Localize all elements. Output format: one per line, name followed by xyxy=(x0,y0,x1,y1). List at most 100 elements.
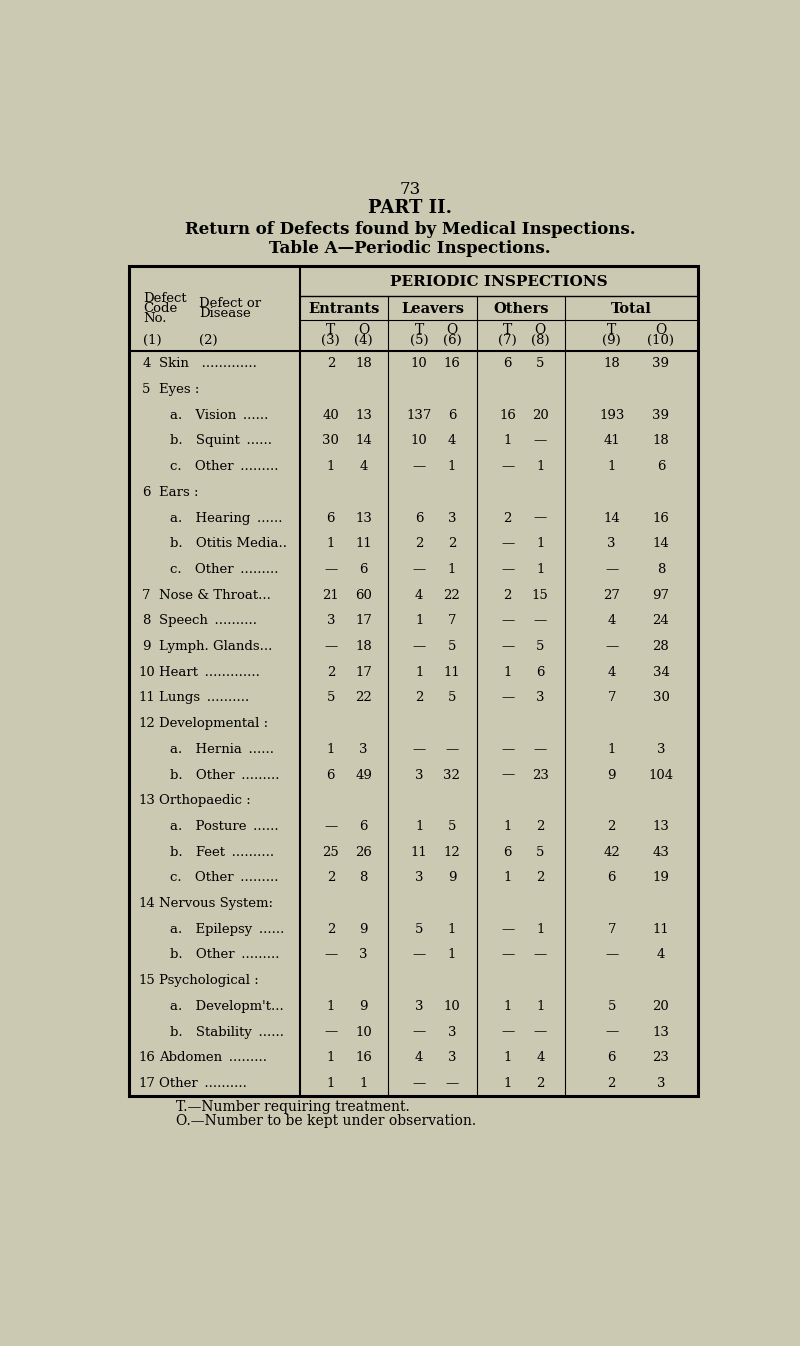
Text: —: — xyxy=(413,949,426,961)
Text: c. Other .........: c. Other ......... xyxy=(170,563,278,576)
Text: —: — xyxy=(413,1077,426,1090)
Text: 21: 21 xyxy=(322,588,339,602)
Text: Nose & Throat...: Nose & Throat... xyxy=(159,588,270,602)
Text: 3: 3 xyxy=(448,1051,456,1065)
Text: 34: 34 xyxy=(653,666,670,678)
Text: —: — xyxy=(501,460,514,472)
Text: b. Otitis Media..: b. Otitis Media.. xyxy=(170,537,286,551)
Text: Developmental :: Developmental : xyxy=(159,717,268,730)
Text: Disease: Disease xyxy=(199,307,251,320)
Text: b. Other .........: b. Other ......... xyxy=(170,949,279,961)
Text: 1: 1 xyxy=(448,949,456,961)
Text: 4: 4 xyxy=(607,666,616,678)
Text: 16: 16 xyxy=(499,409,516,421)
Text: —: — xyxy=(605,563,618,576)
Text: c. Other .........: c. Other ......... xyxy=(170,871,278,884)
Text: Heart .............: Heart ............. xyxy=(159,666,260,678)
Text: 25: 25 xyxy=(322,845,339,859)
Text: Leavers: Leavers xyxy=(401,302,464,315)
Text: 10: 10 xyxy=(138,666,155,678)
Text: 2: 2 xyxy=(326,871,335,884)
Text: 6: 6 xyxy=(536,666,545,678)
Text: 7: 7 xyxy=(448,614,456,627)
Text: (2): (2) xyxy=(199,334,218,347)
Text: (4): (4) xyxy=(354,334,373,347)
Text: 22: 22 xyxy=(443,588,460,602)
Text: Ears :: Ears : xyxy=(159,486,198,499)
Text: 18: 18 xyxy=(355,357,372,370)
Text: 6: 6 xyxy=(503,357,512,370)
Text: 2: 2 xyxy=(607,820,616,833)
Text: 2: 2 xyxy=(503,511,512,525)
Text: 2: 2 xyxy=(448,537,456,551)
Text: —: — xyxy=(446,743,458,756)
Text: 4: 4 xyxy=(415,588,423,602)
Text: —: — xyxy=(324,820,338,833)
Text: —: — xyxy=(501,743,514,756)
Text: 27: 27 xyxy=(603,588,620,602)
Text: 104: 104 xyxy=(649,769,674,782)
Text: 10: 10 xyxy=(411,435,427,447)
Text: 1: 1 xyxy=(503,871,512,884)
Text: 2: 2 xyxy=(326,666,335,678)
Text: a. Epilepsy ......: a. Epilepsy ...... xyxy=(170,923,284,935)
Text: 7: 7 xyxy=(607,923,616,935)
Text: 16: 16 xyxy=(443,357,460,370)
Text: 20: 20 xyxy=(532,409,549,421)
Text: 4: 4 xyxy=(415,1051,423,1065)
Text: (9): (9) xyxy=(602,334,621,347)
Text: 1: 1 xyxy=(359,1077,368,1090)
Text: 9: 9 xyxy=(359,923,368,935)
Text: 1: 1 xyxy=(536,563,545,576)
Text: —: — xyxy=(324,1026,338,1039)
Text: 5: 5 xyxy=(448,639,456,653)
Text: Code: Code xyxy=(143,302,178,315)
Text: O: O xyxy=(358,323,369,336)
Text: 19: 19 xyxy=(653,871,670,884)
Text: 15: 15 xyxy=(138,975,155,987)
Text: (5): (5) xyxy=(410,334,429,347)
Text: a. Hearing ......: a. Hearing ...... xyxy=(170,511,282,525)
Text: 30: 30 xyxy=(653,692,670,704)
Text: 17: 17 xyxy=(355,666,372,678)
Text: 13: 13 xyxy=(653,820,670,833)
Text: (7): (7) xyxy=(498,334,517,347)
Text: 1: 1 xyxy=(415,614,423,627)
Text: 1: 1 xyxy=(448,923,456,935)
Text: 9: 9 xyxy=(607,769,616,782)
Text: 6: 6 xyxy=(359,820,368,833)
Text: 60: 60 xyxy=(355,588,372,602)
Text: —: — xyxy=(501,537,514,551)
Text: (10): (10) xyxy=(647,334,674,347)
Text: 2: 2 xyxy=(536,871,545,884)
Text: 193: 193 xyxy=(599,409,624,421)
Text: 18: 18 xyxy=(653,435,670,447)
Text: 97: 97 xyxy=(653,588,670,602)
Text: 5: 5 xyxy=(326,692,335,704)
Text: —: — xyxy=(413,639,426,653)
Text: 13: 13 xyxy=(653,1026,670,1039)
Text: 7: 7 xyxy=(607,692,616,704)
Text: 14: 14 xyxy=(138,896,155,910)
Text: 26: 26 xyxy=(355,845,372,859)
Text: 1: 1 xyxy=(607,743,616,756)
Text: 39: 39 xyxy=(653,409,670,421)
Text: O.—Number to be kept under observation.: O.—Number to be kept under observation. xyxy=(176,1114,476,1128)
Text: 1: 1 xyxy=(326,537,335,551)
Text: —: — xyxy=(605,949,618,961)
Text: 3: 3 xyxy=(657,743,666,756)
Text: —: — xyxy=(501,923,514,935)
Text: 16: 16 xyxy=(138,1051,155,1065)
Text: 1: 1 xyxy=(326,1000,335,1012)
Text: 1: 1 xyxy=(326,743,335,756)
Text: Psychological :: Psychological : xyxy=(159,975,258,987)
Text: T.—Number requiring treatment.: T.—Number requiring treatment. xyxy=(176,1100,410,1114)
Text: Defect or: Defect or xyxy=(199,296,262,310)
Text: —: — xyxy=(501,563,514,576)
Text: 3: 3 xyxy=(657,1077,666,1090)
Text: —: — xyxy=(534,435,547,447)
Text: 4: 4 xyxy=(607,614,616,627)
Text: 6: 6 xyxy=(607,1051,616,1065)
Text: 6: 6 xyxy=(607,871,616,884)
Text: —: — xyxy=(534,949,547,961)
